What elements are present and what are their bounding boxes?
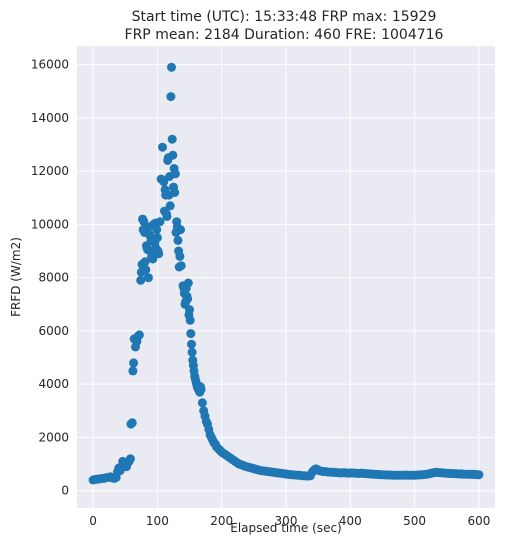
data-point [152, 233, 162, 243]
data-point [166, 92, 176, 102]
data-point [125, 454, 135, 464]
data-point [170, 188, 180, 197]
data-point [128, 366, 138, 376]
data-point [186, 329, 196, 339]
data-point [129, 358, 139, 368]
chart-title-line-2: FRP mean: 2184 Duration: 460 FRE: 100471… [125, 27, 444, 43]
data-point [140, 257, 150, 267]
data-point [176, 225, 185, 235]
data-point [136, 275, 146, 285]
tick-labels: 0 100 200 300 400 500 600020004000600080001000… [31, 58, 491, 528]
data-point [176, 261, 186, 271]
data-point [175, 251, 185, 261]
x-tick-label: 300 [275, 514, 298, 528]
data-point [183, 294, 193, 304]
y-tick-label: 2000 [38, 430, 69, 444]
x-axis-label: Elapsed time (sec) [230, 521, 341, 535]
data-point [154, 249, 164, 259]
data-point [173, 235, 183, 245]
data-point [155, 217, 165, 227]
data-point [141, 265, 151, 275]
data-point [162, 211, 172, 221]
x-tick-label: 100 [146, 514, 169, 528]
x-tick-label: 500 [403, 514, 426, 528]
y-tick-label: 0 [61, 484, 69, 498]
data-points [88, 62, 484, 485]
data-point [143, 273, 153, 283]
data-point [127, 418, 137, 428]
y-tick-label: 16000 [31, 58, 69, 72]
data-point [170, 169, 180, 179]
y-axis-label: FRFD (W/m2) [9, 237, 23, 317]
y-tick-label: 10000 [31, 217, 69, 231]
data-point [165, 201, 175, 211]
y-tick-label: 6000 [38, 324, 69, 338]
data-point [167, 62, 176, 72]
x-tick-label: 600 [467, 514, 490, 528]
data-point [474, 470, 484, 480]
data-point [167, 134, 177, 144]
y-tick-label: 8000 [38, 271, 69, 285]
data-point [185, 305, 194, 315]
x-tick-label: 400 [339, 514, 362, 528]
data-point [197, 398, 207, 408]
x-tick-label: 200 [210, 514, 233, 528]
y-tick-label: 4000 [38, 377, 69, 391]
data-point [187, 347, 197, 357]
data-point [159, 177, 169, 187]
data-point [187, 339, 196, 349]
data-point [185, 315, 195, 325]
y-tick-label: 14000 [31, 111, 69, 125]
data-point [134, 330, 144, 340]
data-point [168, 150, 178, 160]
data-point [196, 385, 206, 394]
chart-title-line-1: Start time (UTC): 15:33:48 FRP max: 1592… [132, 9, 437, 25]
grid [77, 46, 495, 508]
data-point [152, 225, 162, 235]
data-point [183, 278, 193, 288]
data-point [158, 142, 167, 152]
y-tick-label: 12000 [31, 164, 69, 178]
data-point [148, 254, 158, 264]
x-tick-label: 0 [89, 514, 97, 528]
